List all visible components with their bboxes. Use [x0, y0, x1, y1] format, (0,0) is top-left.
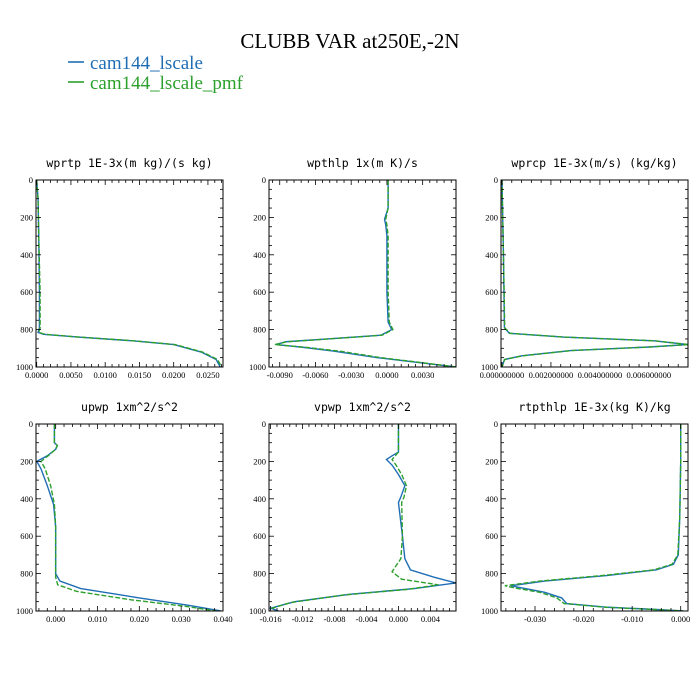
x-tick-label: 0.0050: [59, 370, 82, 380]
panel-title: vpwp 1xm^2/s^2: [314, 400, 411, 414]
y-tick-label: 0: [262, 419, 266, 429]
y-tick-label: 800: [485, 325, 498, 335]
y-tick-label: 800: [485, 569, 498, 579]
x-tick-label: -0.004: [356, 614, 379, 624]
chart-panel-3: wprcp 1E-3x(m/s) (kg/kg) 0 200 400 600 800 100…: [480, 156, 689, 380]
series-line-lscale-pmf: [270, 424, 439, 611]
y-tick-label: 800: [253, 569, 266, 579]
x-tick-label: 0.010: [88, 614, 107, 624]
y-tick-label: 600: [253, 531, 266, 541]
y-tick-label: 600: [20, 287, 33, 297]
series-line-lscale-pmf: [504, 424, 684, 611]
panel-title: wpthlp 1x(m K)/s: [307, 156, 418, 170]
x-tick-label: 0.0150: [128, 370, 151, 380]
chart-panel-6: rtpthlp 1E-3x(kg K)/kg 0 200 400 600 800 1000 -…: [481, 400, 690, 624]
y-tick-label: 400: [20, 250, 33, 260]
y-tick-label: 1000: [16, 362, 33, 372]
panel-title: wprtp 1E-3x(m kg)/(s kg): [46, 156, 212, 170]
x-tick-label: -0.008: [324, 614, 346, 624]
series-line-lscale: [275, 180, 456, 367]
chart-panel-4: upwp 1xm^2/s^2 0 200 400 600 800 1000 0.000 0.01…: [16, 400, 233, 624]
x-tick-label: -0.020: [573, 614, 595, 624]
y-tick-label: 400: [20, 494, 33, 504]
y-tick-label: 200: [253, 456, 266, 466]
x-tick-label: 0.004000000: [578, 370, 623, 380]
series-line-lscale: [36, 424, 222, 611]
x-tick-label: 0.006000000: [627, 370, 672, 380]
y-tick-label: 800: [253, 325, 266, 335]
series-line-lscale-pmf: [36, 180, 223, 367]
series-line-lscale: [36, 180, 221, 367]
x-tick-label: -0.010: [621, 614, 643, 624]
x-tick-label: 0.0030: [411, 370, 434, 380]
x-tick-label: -0.0090: [267, 370, 293, 380]
series-line-lscale-pmf: [274, 180, 456, 367]
y-tick-label: 800: [20, 569, 33, 579]
y-tick-label: 1000: [249, 362, 266, 372]
chart-panel-2: wpthlp 1x(m K)/s 0 200 400 600 800 1000-0.0090…: [249, 156, 457, 380]
plot-frame: [268, 179, 457, 368]
y-tick-label: 1000: [481, 606, 498, 616]
y-tick-label: 1000: [481, 362, 498, 372]
y-tick-label: 1000: [249, 606, 266, 616]
y-tick-label: 0: [494, 419, 498, 429]
x-tick-label: 0.020: [130, 614, 149, 624]
legend-label-lscale-pmf: cam144_lscale_pmf: [90, 73, 244, 94]
panel-title: wprcp 1E-3x(m/s) (kg/kg): [511, 156, 677, 170]
figure-title: CLUBB VAR at250E,-2N: [240, 29, 459, 53]
series-line-lscale-pmf: [40, 424, 217, 611]
x-tick-label: -0.030: [524, 614, 546, 624]
series-line-lscale: [510, 424, 684, 611]
x-tick-label: 0.030: [172, 614, 191, 624]
y-tick-label: 600: [253, 287, 266, 297]
y-tick-label: 200: [20, 212, 33, 222]
y-tick-label: 400: [485, 494, 498, 504]
y-tick-label: 400: [485, 250, 498, 260]
series-line-lscale-pmf: [501, 180, 688, 367]
x-tick-label: 0.0000: [25, 370, 48, 380]
chart-panel-1: wprtp 1E-3x(m kg)/(s kg) 0 200 400 600 800 100…: [16, 156, 224, 380]
y-tick-label: 400: [253, 494, 266, 504]
x-tick-label: -0.0030: [338, 370, 364, 380]
y-tick-label: 0: [494, 175, 498, 185]
legend: cam144_lscale cam144_lscale_pmf: [68, 53, 244, 94]
x-tick-label: 0.004: [421, 614, 441, 624]
x-tick-label: 0.000: [46, 614, 65, 624]
y-tick-label: 0: [262, 175, 266, 185]
legend-label-lscale: cam144_lscale: [90, 53, 203, 74]
y-tick-label: 600: [485, 287, 498, 297]
x-tick-label: 0.000: [671, 614, 690, 624]
y-tick-label: 400: [253, 250, 266, 260]
chart-panel-5: vpwp 1xm^2/s^2 0 200 400 600 800 1000-0.016 -0.…: [249, 400, 457, 624]
x-tick-label: 0.000000000: [480, 370, 525, 380]
panel-title: upwp 1xm^2/s^2: [81, 400, 178, 414]
x-tick-label: -0.0060: [302, 370, 328, 380]
x-tick-label: 0.040: [213, 614, 232, 624]
x-tick-label: 0.0100: [93, 370, 116, 380]
y-tick-label: 800: [20, 325, 33, 335]
y-tick-label: 0: [29, 419, 33, 429]
x-tick-label: 0.0200: [162, 370, 185, 380]
panel-title: rtpthlp 1E-3x(kg K)/kg: [518, 400, 670, 414]
x-tick-label: 0.0250: [196, 370, 219, 380]
y-tick-label: 600: [485, 531, 498, 541]
y-tick-label: 600: [20, 531, 33, 541]
x-tick-label: 0.0000: [375, 370, 398, 380]
y-tick-label: 200: [253, 212, 266, 222]
x-tick-label: -0.012: [292, 614, 314, 624]
x-tick-label: -0.016: [260, 614, 282, 624]
x-tick-label: 0.000: [389, 614, 408, 624]
y-tick-label: 0: [29, 175, 33, 185]
y-tick-label: 1000: [16, 606, 33, 616]
x-tick-label: 0.002000000: [529, 370, 574, 380]
y-tick-label: 200: [485, 212, 498, 222]
y-tick-label: 200: [485, 456, 498, 466]
panel-grid: wprtp 1E-3x(m kg)/(s kg) 0 200 400 600 800 100…: [16, 156, 690, 624]
y-tick-label: 200: [20, 456, 33, 466]
plot-frame: [35, 179, 224, 368]
